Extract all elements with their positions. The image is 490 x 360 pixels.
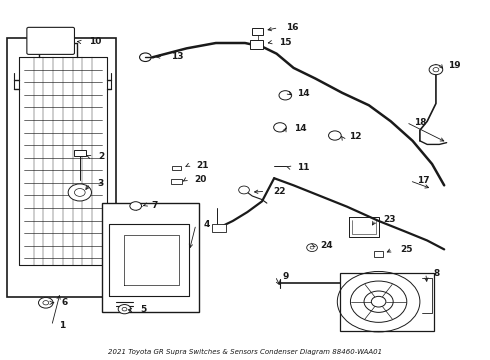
Circle shape: [74, 189, 85, 196]
Text: 10: 10: [89, 37, 101, 46]
Circle shape: [433, 68, 439, 72]
Text: 22: 22: [273, 187, 286, 196]
Circle shape: [329, 131, 341, 140]
Bar: [74, 150, 86, 156]
Circle shape: [39, 297, 53, 308]
Circle shape: [118, 305, 131, 314]
Circle shape: [140, 53, 151, 62]
Bar: [250, 40, 264, 49]
Text: 3: 3: [98, 179, 104, 188]
Text: 4: 4: [204, 220, 210, 229]
Text: 12: 12: [349, 132, 362, 141]
Text: 6: 6: [61, 298, 68, 307]
Bar: [212, 225, 225, 232]
Circle shape: [130, 202, 142, 210]
Text: 18: 18: [414, 118, 427, 127]
Text: 23: 23: [384, 215, 396, 224]
Circle shape: [279, 91, 292, 100]
Bar: [252, 28, 263, 35]
Bar: [171, 179, 182, 184]
Circle shape: [113, 226, 122, 233]
Text: 11: 11: [297, 163, 310, 172]
Text: 8: 8: [434, 269, 440, 278]
Circle shape: [307, 244, 318, 252]
Text: 19: 19: [448, 61, 461, 70]
Bar: [172, 166, 181, 170]
Text: 21: 21: [196, 161, 209, 170]
Text: 5: 5: [141, 305, 147, 314]
Text: 24: 24: [320, 241, 333, 250]
Bar: [340, 273, 435, 331]
Circle shape: [68, 184, 92, 201]
FancyBboxPatch shape: [27, 27, 74, 54]
Text: 15: 15: [279, 38, 292, 47]
Text: 2021 Toyota GR Supra Switches & Sensors Condenser Diagram 88460-WAA01: 2021 Toyota GR Supra Switches & Sensors …: [108, 349, 382, 355]
Text: 7: 7: [152, 201, 158, 210]
Bar: [374, 251, 384, 257]
Text: 9: 9: [283, 271, 289, 280]
Text: 2: 2: [98, 152, 104, 161]
Text: 14: 14: [297, 89, 310, 98]
Circle shape: [273, 123, 286, 132]
Text: 13: 13: [171, 52, 184, 61]
Circle shape: [310, 246, 314, 249]
Circle shape: [122, 307, 127, 311]
Text: 14: 14: [294, 124, 306, 133]
Text: 25: 25: [400, 245, 413, 254]
Circle shape: [113, 288, 122, 294]
Text: 20: 20: [194, 175, 206, 184]
Text: 1: 1: [59, 321, 66, 330]
Bar: [7, 38, 116, 297]
Text: 16: 16: [286, 23, 299, 32]
Circle shape: [43, 301, 49, 305]
Text: 17: 17: [417, 176, 430, 185]
Circle shape: [239, 186, 249, 194]
Circle shape: [429, 65, 443, 75]
Bar: [102, 203, 199, 312]
